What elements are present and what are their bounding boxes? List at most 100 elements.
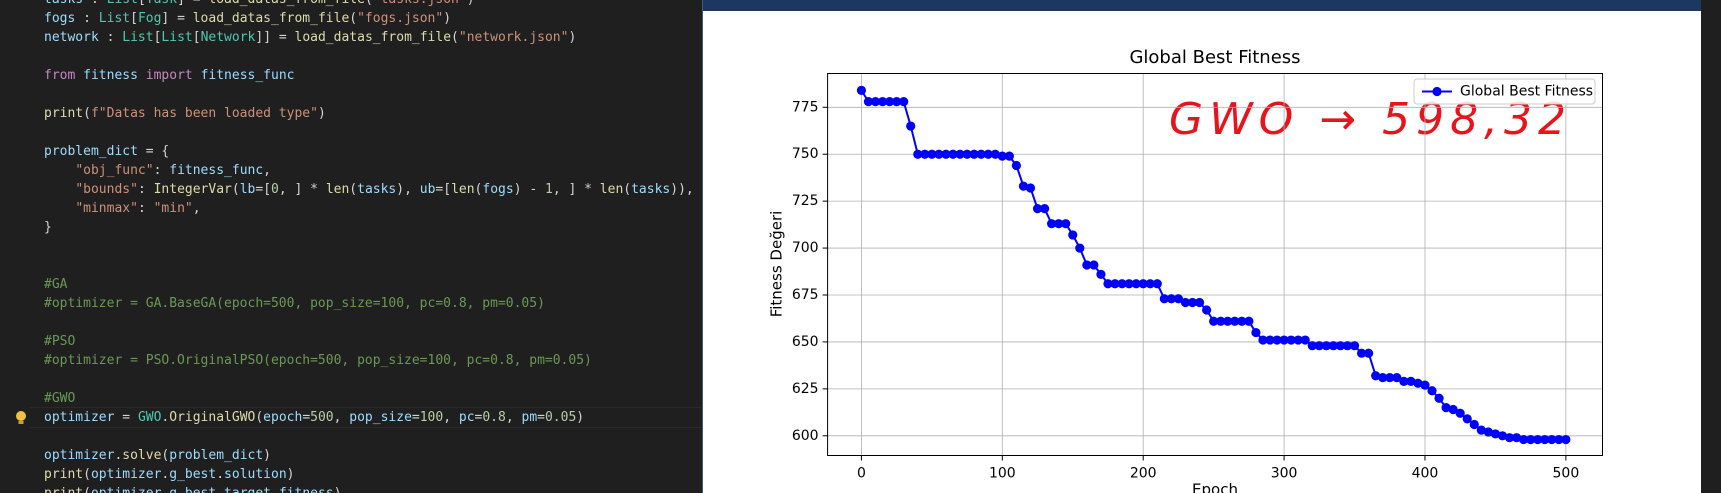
point (1293, 335, 1303, 345)
code-token: print (44, 467, 84, 482)
code-token: solve (122, 448, 162, 463)
code-line: print(optimizer.g_best.solution) (44, 465, 295, 484)
code-token: #optimizer = PSO.OriginalPSO(epoch=500, … (44, 353, 592, 368)
code-token: = (145, 144, 154, 159)
code-token: pm (521, 410, 538, 425)
code-token: = (474, 410, 483, 425)
code-token: #optimizer = GA.BaseGA(epoch=500, pop_si… (44, 296, 545, 311)
point (1561, 434, 1571, 445)
code-token: ) (286, 467, 295, 482)
code-token: ( (451, 30, 459, 45)
code-token: ( (255, 410, 264, 425)
code-token: IntegerVar (153, 182, 232, 197)
point (1526, 434, 1536, 445)
code-token: [ (263, 182, 272, 197)
code-token: = (411, 410, 420, 425)
point (1511, 433, 1522, 443)
code-line: print(f"Datas has been loaded type") (44, 104, 326, 123)
code-token: List (107, 0, 138, 7)
code-line: #GWO (44, 389, 75, 408)
code-token: "tasks.json" (373, 0, 467, 7)
point (1399, 376, 1409, 386)
code-token: len (599, 182, 624, 197)
point (892, 97, 902, 107)
point (1089, 260, 1099, 270)
point (1004, 151, 1014, 161)
code-token: , (192, 201, 201, 216)
code-token: len (325, 182, 350, 197)
legend-marker (1432, 86, 1442, 97)
code-token: = (278, 30, 287, 45)
code-token: ( (349, 182, 358, 197)
code-token: : (83, 11, 91, 26)
code-token: , (404, 182, 412, 197)
code-token: ) (678, 182, 686, 197)
editor-strip (1701, 0, 1721, 493)
code-line: print(optimizer.g_best.target.fitness) (44, 484, 341, 493)
point (1230, 316, 1240, 326)
point (1342, 341, 1353, 351)
code-line: #optimizer = PSO.OriginalPSO(epoch=500, … (44, 351, 592, 370)
code-token: ) (576, 410, 585, 425)
point (983, 149, 993, 159)
code-token: [ (130, 11, 138, 26)
code-token: ] (255, 30, 264, 45)
code-token: , (278, 182, 287, 197)
point (1272, 335, 1282, 345)
code-token: { (161, 144, 170, 159)
lightbulb-icon[interactable] (14, 410, 28, 426)
code-token: Task (146, 0, 177, 7)
code-token: ] (161, 11, 170, 26)
code-token: , (505, 410, 514, 425)
code-token: import (145, 68, 193, 83)
code-token: , (685, 182, 694, 197)
code-token: #GA (44, 277, 68, 292)
y-tick-label: 675 (792, 287, 819, 303)
code-token: = (255, 182, 264, 197)
point (1434, 393, 1444, 403)
code-token: ( (83, 106, 91, 121)
code-token: : (137, 182, 146, 197)
point (856, 85, 867, 95)
code-token: ) (513, 182, 522, 197)
code-token: solution (224, 467, 287, 482)
code-token: tasks (631, 182, 671, 197)
point (1011, 160, 1021, 171)
point (1448, 404, 1458, 415)
code-token: "fogs.json" (357, 11, 444, 26)
code-token: optimizer (90, 467, 162, 482)
code-token: ( (161, 448, 170, 463)
x-axis-label: Epoch (1192, 481, 1238, 493)
y-tick-label: 700 (792, 240, 819, 256)
code-line: optimizer = GWO.OriginalGWO(epoch=500, p… (44, 408, 584, 427)
point (1476, 425, 1486, 435)
code-line: } (44, 218, 52, 237)
point (1300, 335, 1310, 345)
y-tick-label: 650 (792, 334, 819, 350)
code-token: g_best (169, 486, 216, 493)
code-token: = (537, 410, 545, 425)
code-token: "obj_func" (75, 163, 154, 178)
point (1286, 335, 1296, 345)
code-token: ] (263, 30, 272, 45)
code-token: Fog (137, 11, 162, 26)
code-line: tasks : List[Task] = load_datas_from_fil… (44, 0, 475, 9)
point (1420, 380, 1430, 390)
code-token: load_datas_from_file (294, 30, 452, 45)
point (1441, 403, 1451, 413)
code-token: print (44, 486, 83, 493)
code-token: problem_dict (44, 144, 138, 159)
point (1138, 279, 1148, 289)
code-line: from fitness import fitness_func (44, 66, 294, 85)
code-token: , (552, 182, 561, 197)
point (1075, 243, 1085, 253)
code-token: : (153, 163, 162, 178)
point (1469, 419, 1479, 430)
point (1406, 376, 1416, 386)
code-line: "obj_func": fitness_func, (44, 161, 271, 180)
point (997, 151, 1007, 161)
point (1131, 279, 1141, 289)
point (863, 97, 874, 107)
point (906, 121, 916, 131)
point (1166, 294, 1176, 304)
